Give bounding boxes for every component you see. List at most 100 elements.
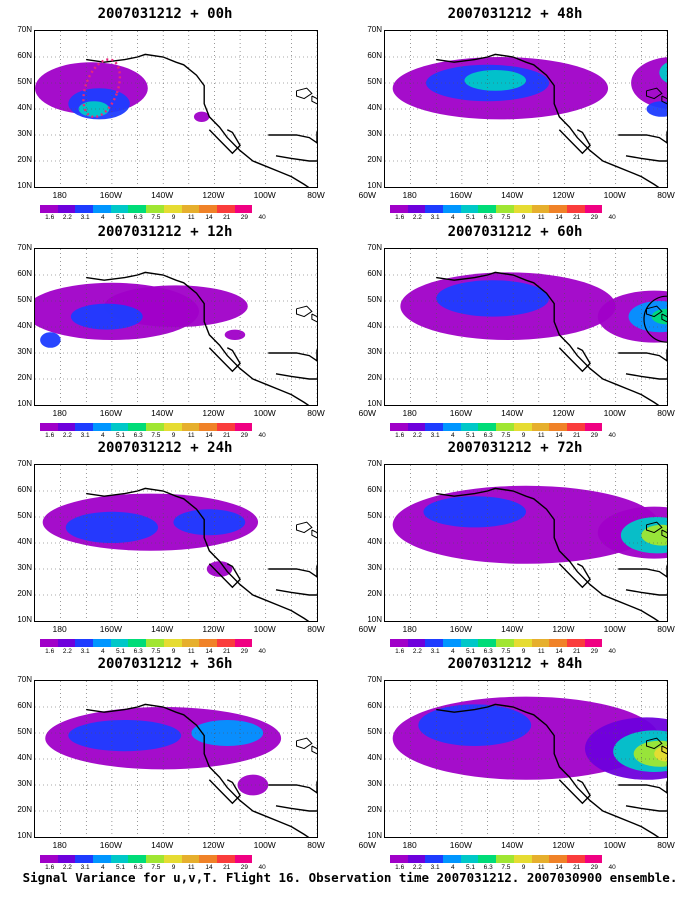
lon-tick-label: 140W <box>151 624 174 634</box>
lat-tick-label: 20N <box>367 805 382 814</box>
colorbar-label: 14 <box>205 864 213 871</box>
lake-outline <box>645 87 663 100</box>
variance-region <box>65 511 159 543</box>
colorbar-swatch <box>443 205 461 213</box>
colorbar-swatch <box>110 855 129 863</box>
lon-tick-label: 140W <box>151 840 174 850</box>
colorbar-label: 14 <box>555 648 563 655</box>
colorbar-label: 29 <box>590 648 598 655</box>
colorbar-label: 11 <box>187 648 195 655</box>
colorbar-label: 7.5 <box>151 648 161 655</box>
colorbar-swatch <box>513 423 532 431</box>
colorbar-swatch <box>199 639 217 647</box>
lat-tick-label: 70N <box>17 459 32 468</box>
variance-region <box>173 509 246 536</box>
colorbar-label: 14 <box>555 432 563 439</box>
coastline <box>625 589 667 596</box>
colorbar-swatch <box>496 639 514 647</box>
coastline <box>208 563 241 589</box>
colorbar-swatch <box>407 205 426 213</box>
lat-tick-label: 10N <box>17 831 32 840</box>
colorbar <box>390 855 603 863</box>
coastline <box>618 564 667 578</box>
lat-tick-label: 60N <box>367 485 382 494</box>
colorbar-swatch <box>146 423 164 431</box>
coastline <box>86 271 310 405</box>
colorbar-label: 3.1 <box>430 864 440 871</box>
colorbar-label: 5.1 <box>115 648 126 655</box>
lat-tick-label: 40N <box>367 321 382 330</box>
colorbar-swatch <box>75 639 94 647</box>
variance-region <box>659 62 667 83</box>
variance-region <box>628 301 667 333</box>
lat-tick-label: 20N <box>17 805 32 814</box>
colorbar-swatch <box>75 855 94 863</box>
colorbar <box>40 205 253 213</box>
lake-outline <box>645 521 663 534</box>
lat-tick-label: 60N <box>17 485 32 494</box>
variance-region <box>193 111 210 123</box>
lat-tick-label: 20N <box>17 373 32 382</box>
colorbar-label: 7.5 <box>151 864 161 871</box>
colorbar-swatch <box>40 205 58 213</box>
colorbar-label: 4 <box>450 432 455 439</box>
colorbar-swatch <box>460 423 479 431</box>
lon-tick-label: 180 <box>402 624 417 634</box>
colorbar-label: 11 <box>187 432 195 439</box>
colorbar-swatch <box>75 205 94 213</box>
colorbar-label: 9 <box>521 648 526 655</box>
map-panel: 2007031212 + 72h 70N 60N 50N 40N 30N 20N 10N 180… <box>350 434 680 655</box>
colorbar <box>390 205 603 213</box>
colorbar-swatch <box>216 855 235 863</box>
lat-tick-label: 10N <box>367 831 382 840</box>
lake-outline <box>661 745 667 755</box>
colorbar-swatch <box>407 855 426 863</box>
coastline <box>558 779 591 805</box>
lon-tick-label: 100W <box>253 190 276 200</box>
colorbar-swatch <box>128 639 147 647</box>
lon-tick-label: 120W <box>202 408 225 418</box>
colorbar-swatch <box>110 639 129 647</box>
colorbar-label: 9 <box>171 432 176 439</box>
lon-tick-label: 120W <box>552 190 575 200</box>
lake-outline <box>311 95 317 105</box>
colorbar-swatch <box>478 423 497 431</box>
colorbar-label: 7.5 <box>501 214 511 221</box>
lon-tick-label: 140W <box>501 190 524 200</box>
colorbar-swatch <box>513 205 532 213</box>
lat-tick-label: 70N <box>17 675 32 684</box>
coastline <box>618 130 667 144</box>
lon-tick-label: 80W <box>307 190 325 200</box>
colorbar-label: 21 <box>223 648 231 655</box>
colorbar-label: 21 <box>223 864 231 871</box>
lat-tick-label: 30N <box>17 129 32 138</box>
colorbar-swatch <box>584 205 603 213</box>
lake-outline <box>311 313 317 323</box>
lat-tick-label: 30N <box>367 563 382 572</box>
map-plot-area <box>34 680 318 838</box>
colorbar-swatch <box>57 423 76 431</box>
lat-tick-label: 50N <box>367 77 382 86</box>
lat-tick-label: 30N <box>367 779 382 788</box>
map-plot-area <box>384 680 668 838</box>
panel-title: 2007031212 + 00h <box>97 6 233 22</box>
colorbar-label: 29 <box>240 864 248 871</box>
lon-tick-label: 180 <box>52 624 67 634</box>
lake-outline <box>295 87 313 100</box>
colorbar-label: 2.2 <box>62 864 72 871</box>
colorbar-swatch <box>584 423 603 431</box>
coastline <box>86 487 310 621</box>
colorbar-label: 7.5 <box>501 864 511 871</box>
lat-tick-label: 30N <box>367 129 382 138</box>
lon-tick-label: 100W <box>603 624 626 634</box>
lon-tick-label: 180 <box>52 190 67 200</box>
colorbar-swatch <box>163 423 182 431</box>
coastline <box>208 347 241 373</box>
colorbar-label: 14 <box>205 214 213 221</box>
colorbar-label: 1.6 <box>45 214 55 221</box>
coastline <box>625 805 667 812</box>
map-panel: 2007031212 + 36h 70N 60N 50N 40N 30N 20N 10N 180… <box>0 650 376 871</box>
lon-tick-label: 100W <box>603 408 626 418</box>
colorbar-swatch <box>75 423 94 431</box>
colorbar-label: 2.2 <box>412 864 422 871</box>
